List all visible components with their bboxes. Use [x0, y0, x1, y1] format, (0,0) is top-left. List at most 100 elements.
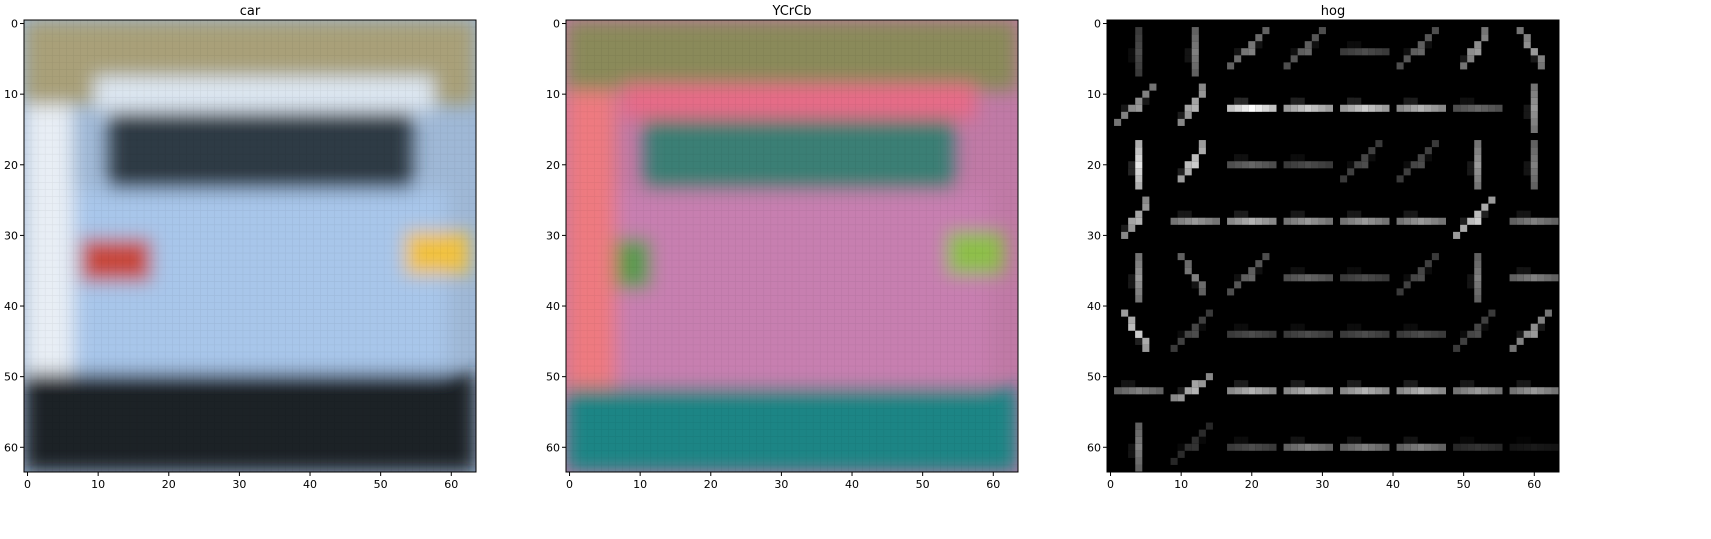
hog-pixel-faint: [1297, 380, 1305, 388]
hog-pixel: [1530, 48, 1538, 56]
hog-pixel: [1311, 443, 1319, 451]
hog-pixel: [1234, 330, 1242, 338]
hog-cell: [1453, 380, 1503, 395]
hog-pixel: [1304, 217, 1312, 225]
hog-pixel: [1537, 387, 1545, 395]
hog-pixel: [1460, 224, 1468, 232]
hog-pixel: [1149, 83, 1157, 91]
hog-pixel: [1318, 217, 1326, 225]
hog-pixel: [1417, 48, 1425, 56]
hog-pixel: [1347, 48, 1355, 56]
hog-pixel: [1121, 387, 1129, 395]
x-tick-label: 10: [1174, 478, 1188, 491]
hog-pixel: [1135, 62, 1143, 70]
hog-pixel-faint: [1460, 217, 1468, 225]
hog-pixel: [1474, 104, 1482, 112]
hog-pixel: [1467, 330, 1475, 338]
hog-pixel: [1297, 217, 1305, 225]
hog-cell: [1283, 97, 1333, 112]
hog-cell: [1396, 97, 1446, 112]
hog-pixel: [1488, 196, 1496, 204]
hog-pixel: [1368, 48, 1376, 56]
pixel-grid: [24, 20, 476, 472]
hog-pixel: [1170, 394, 1178, 402]
hog-pixel-faint: [1121, 224, 1129, 232]
hog-pixel: [1248, 443, 1256, 451]
hog-pixel: [1516, 27, 1524, 35]
hog-pixel: [1354, 274, 1362, 282]
hog-pixel-faint: [1241, 154, 1249, 162]
hog-pixel-faint: [1135, 337, 1143, 345]
hog-pixel: [1417, 387, 1425, 395]
hog-pixel: [1135, 217, 1143, 225]
hog-pixel: [1410, 217, 1418, 225]
y-tick-label: 20: [546, 159, 560, 172]
hog-pixel: [1474, 260, 1482, 268]
hog-pixel-faint: [1234, 154, 1242, 162]
chart-title: hog: [1321, 4, 1345, 19]
hog-pixel: [1544, 274, 1552, 282]
hog-pixel: [1269, 387, 1277, 395]
hog-pixel-faint: [1241, 97, 1249, 105]
hog-pixel: [1135, 41, 1143, 49]
hog-pixel: [1191, 97, 1199, 105]
hog-pixel-faint: [1523, 210, 1531, 218]
hog-pixel: [1248, 217, 1256, 225]
hog-pixel: [1375, 443, 1383, 451]
hog-pixel: [1114, 387, 1122, 395]
hog-pixel: [1156, 387, 1164, 395]
hog-pixel: [1530, 443, 1538, 451]
hog-pixel: [1297, 104, 1305, 112]
hog-pixel: [1417, 330, 1425, 338]
hog-pixel: [1354, 48, 1362, 56]
hog-cell: [1283, 267, 1333, 282]
hog-pixel: [1523, 443, 1531, 451]
hog-pixel: [1177, 337, 1185, 345]
hog-cell: [1128, 253, 1143, 303]
x-tick-label: 40: [845, 478, 859, 491]
hog-cell: [1114, 380, 1164, 395]
hog-pixel-faint: [1523, 104, 1531, 112]
hog-pixel: [1474, 267, 1482, 275]
hog-cell: [1340, 140, 1383, 183]
hog-pixel: [1340, 443, 1348, 451]
hog-cell: [1509, 380, 1559, 395]
chart-title: car: [240, 4, 261, 19]
hog-pixel-faint: [1460, 330, 1468, 338]
hog-pixel: [1248, 41, 1256, 49]
hog-pixel-faint: [1424, 267, 1432, 275]
hog-pixel: [1530, 90, 1538, 98]
hog-pixel-faint: [1403, 274, 1411, 282]
hog-pixel: [1234, 104, 1242, 112]
hog-pixel: [1396, 288, 1404, 296]
hog-pixel: [1481, 443, 1489, 451]
hog-pixel: [1191, 48, 1199, 56]
y-tick-label: 50: [546, 371, 560, 384]
hog-pixel: [1516, 217, 1524, 225]
hog-pixel: [1191, 41, 1199, 49]
hog-pixel: [1460, 104, 1468, 112]
hog-pixel-faint: [1523, 161, 1531, 169]
hog-pixel: [1474, 253, 1482, 261]
hog-pixel: [1135, 210, 1143, 218]
hog-pixel: [1382, 274, 1390, 282]
hog-pixel: [1170, 344, 1178, 352]
hog-pixel: [1382, 387, 1390, 395]
hog-pixel: [1198, 147, 1206, 155]
hog-pixel: [1177, 450, 1185, 458]
hog-pixel: [1304, 330, 1312, 338]
hog-pixel: [1142, 387, 1150, 395]
hog-pixel: [1361, 443, 1369, 451]
subplot-car: car 0 10 20 30 40 50 60 0 10 20 30 40 50 60: [4, 4, 477, 491]
hog-pixel: [1340, 387, 1348, 395]
hog-pixel: [1375, 387, 1383, 395]
hog-pixel-faint: [1403, 323, 1411, 331]
y-tick-label: 30: [4, 229, 18, 242]
hog-pixel: [1269, 104, 1277, 112]
hog-pixel-faint: [1290, 323, 1298, 331]
hog-pixel: [1241, 443, 1249, 451]
hog-pixel: [1530, 97, 1538, 105]
hog-cell: [1453, 97, 1503, 112]
hog-pixel-faint: [1467, 161, 1475, 169]
hog-pixel: [1340, 48, 1348, 56]
